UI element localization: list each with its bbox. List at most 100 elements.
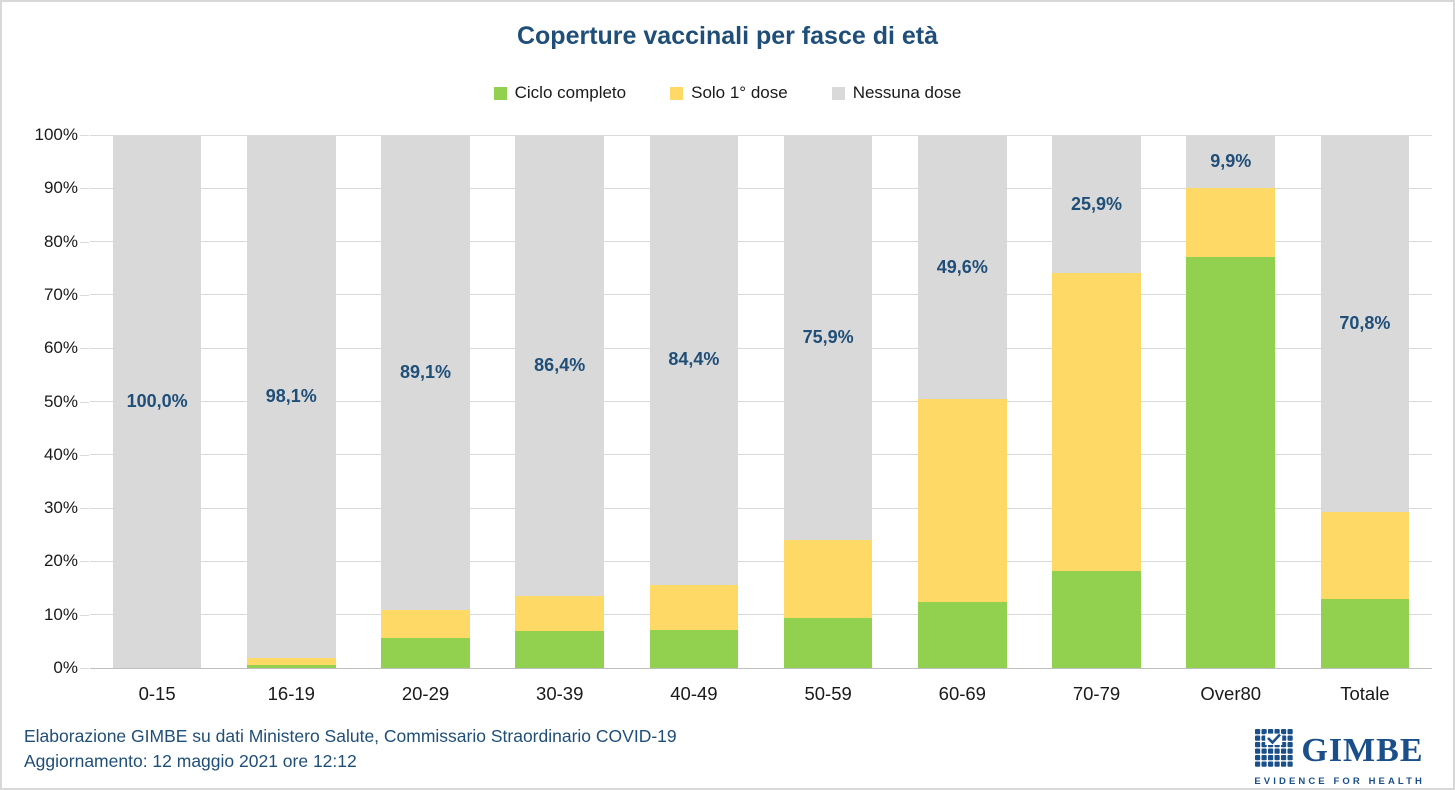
stacked-bar: 84,4% <box>649 135 739 668</box>
gridline <box>90 560 1432 562</box>
gridline <box>90 401 1432 402</box>
x-axis-label: 70-79 <box>1072 683 1121 704</box>
gridline <box>90 347 1432 349</box>
bar-segment-solo-1-dose <box>1320 512 1410 599</box>
y-tick-mark <box>80 241 89 243</box>
x-axis-label: 60-69 <box>938 683 986 704</box>
legend-item: Ciclo completo <box>493 83 627 103</box>
bars-container: 100,0% 98,1% 89,1% 86,4% 84,4% 75,9% 49,6% 25,9… <box>90 135 1432 668</box>
gridline <box>90 507 1432 509</box>
y-tick-label: 70% <box>43 284 78 304</box>
y-tick-mark <box>80 294 89 296</box>
stacked-bar: 100,0% <box>112 135 202 668</box>
bar-segment-nessuna-dose: 70,8% <box>1320 135 1410 513</box>
y-tick-mark <box>80 135 89 136</box>
bar-segment-nessuna-dose: 75,9% <box>783 135 873 540</box>
stacked-bar: 89,1% <box>381 135 470 668</box>
y-tick-label: 100% <box>34 125 78 144</box>
bar-segment-nessuna-dose: 86,4% <box>515 135 604 596</box>
gridline <box>90 241 1432 243</box>
legend-swatch-icon <box>670 86 684 100</box>
bar-segment-solo-1-dose <box>783 539 873 618</box>
chart-legend: Ciclo completo Solo 1° dose Nessuna dose <box>2 83 1453 103</box>
bar-column-Totale: 70,8% <box>1298 135 1432 668</box>
bar-segment-solo-1-dose <box>1186 187 1275 257</box>
gridline <box>90 187 1432 189</box>
bar-data-label: 89,1% <box>399 361 452 382</box>
stacked-bar: 86,4% <box>515 135 604 668</box>
bar-segment-solo-1-dose <box>1052 273 1141 571</box>
bar-segment-ciclo-completo <box>649 629 739 668</box>
bar-column-16-19: 98,1% <box>224 135 358 668</box>
y-tick-label: 90% <box>43 178 78 198</box>
y-tick-mark <box>80 668 89 669</box>
y-tick-label: 10% <box>43 604 78 624</box>
x-axis-label: 16-19 <box>267 683 315 704</box>
y-tick-label: 60% <box>43 338 78 358</box>
bar-data-label: 86,4% <box>534 354 586 375</box>
stacked-bar: 49,6% <box>918 135 1007 668</box>
bar-column-70-79: 25,9% <box>1029 135 1163 668</box>
gimbe-logo-icon <box>1254 728 1294 773</box>
bar-data-label: 25,9% <box>1070 193 1123 214</box>
bar-data-label: 49,6% <box>936 256 988 277</box>
bar-segment-ciclo-completo <box>1052 570 1141 668</box>
x-axis-label: 50-59 <box>804 683 852 704</box>
x-axis-labels: 0-15 16-19 20-29 30-39 40-49 50-59 60-69 70-79 O… <box>90 683 1432 705</box>
stacked-bar: 70,8% <box>1320 135 1410 668</box>
chart-footer: Elaborazione GIMBE su dati Ministero Sal… <box>24 724 677 774</box>
gimbe-logo-tagline: EVIDENCE FOR HEALTH <box>1254 776 1425 787</box>
y-tick-label: 50% <box>43 391 78 411</box>
y-tick-label: 20% <box>43 551 78 571</box>
bar-segment-nessuna-dose: 25,9% <box>1052 135 1141 274</box>
y-tick-mark <box>80 561 89 563</box>
y-tick-label: 30% <box>43 498 78 518</box>
bar-data-label: 9,9% <box>1210 150 1252 171</box>
x-axis-line <box>90 667 1432 669</box>
legend-swatch-icon <box>831 86 845 100</box>
bar-segment-nessuna-dose: 9,9% <box>1186 135 1275 188</box>
bar-segment-solo-1-dose <box>649 584 739 630</box>
stacked-bar: 98,1% <box>247 135 336 668</box>
bar-segment-ciclo-completo <box>1186 256 1275 668</box>
bar-segment-solo-1-dose <box>515 595 604 632</box>
y-tick-mark <box>80 614 89 616</box>
gimbe-logo: GIMBE EVIDENCE FOR HEALTH <box>1254 728 1425 787</box>
y-tick-label: 80% <box>43 231 78 251</box>
bar-column-20-29: 89,1% <box>358 135 492 668</box>
y-axis: 100% 90% 80% 70% 60% 50% 40% 30% 20% 10% 0% <box>2 125 78 677</box>
y-tick-label: 40% <box>43 444 78 464</box>
bar-data-label: 98,1% <box>265 385 317 406</box>
legend-swatch-icon <box>493 86 507 100</box>
plot-area: 100,0% 98,1% 89,1% 86,4% 84,4% 75,9% 49,6% 25,9… <box>90 134 1432 669</box>
bar-column-40-49: 84,4% <box>627 135 761 668</box>
bar-segment-ciclo-completo <box>381 638 470 668</box>
bar-segment-solo-1-dose <box>247 657 336 666</box>
bar-column-50-59: 75,9% <box>761 135 895 668</box>
x-axis-label: 0-15 <box>138 683 176 704</box>
bar-segment-nessuna-dose: 84,4% <box>649 135 739 585</box>
bar-column-0-15: 100,0% <box>90 135 224 668</box>
stacked-bar: 9,9% <box>1186 135 1275 668</box>
gridline <box>90 614 1432 616</box>
bar-segment-ciclo-completo <box>918 602 1007 668</box>
y-tick-mark <box>80 454 89 456</box>
x-axis-label: Totale <box>1340 683 1390 704</box>
bar-segment-nessuna-dose: 100,0% <box>112 135 202 668</box>
x-axis-label: 40-49 <box>670 683 718 704</box>
stacked-bar: 25,9% <box>1052 135 1141 668</box>
y-tick-mark <box>80 188 89 190</box>
bar-column-60-69: 49,6% <box>895 135 1029 668</box>
chart-title: Coperture vaccinali per fasce di età <box>516 22 938 50</box>
bar-segment-nessuna-dose: 49,6% <box>918 135 1007 400</box>
legend-label: Ciclo completo <box>514 83 627 102</box>
x-axis-label: 30-39 <box>536 683 584 704</box>
legend-item: Solo 1° dose <box>670 83 788 103</box>
legend-label: Nessuna dose <box>852 83 962 102</box>
y-tick-label: 0% <box>53 658 78 677</box>
bar-data-label: 100,0% <box>126 391 188 411</box>
bar-segment-ciclo-completo <box>1320 598 1410 668</box>
bar-data-label: 75,9% <box>802 326 854 347</box>
x-axis-label: Over80 <box>1200 683 1262 704</box>
bar-column-Over80: 9,9% <box>1164 135 1298 668</box>
